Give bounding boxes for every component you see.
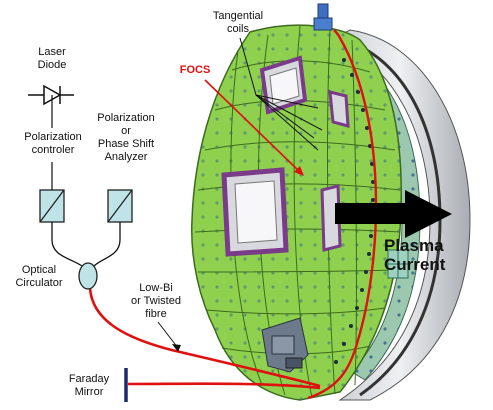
bottom-support [261,317,309,373]
optical-circulator-label-line-1: Optical [21,264,57,276]
top-support [313,3,333,31]
analyzer-box [107,189,133,223]
equatorial-port [221,167,289,257]
polarization-controller-label-line-1: Polarization [24,131,82,143]
plasma-current-label: Plasma Current [384,236,468,274]
tangential-coils-label-line-2: coils [226,23,249,35]
polarization-controller-label: Polarization controler [8,131,98,157]
laser-diode-symbol [28,84,74,128]
focs-label: FOCS [179,64,211,76]
side-port-right [320,184,342,252]
tangential-coil-row [334,58,375,364]
faraday-mirror-label: Faraday Mirror [60,373,118,399]
circulator-branch-left [51,222,83,267]
plasma-current-label-line-1: Plasma [384,236,444,255]
optical-circulator-label: Optical Circulator [6,264,72,290]
analyzer-label-line-4: Analyzer [104,151,148,163]
analyzer-label: Polarization or Phase Shift Analyzer [84,112,168,164]
analyzer-label-line-3: Phase Shift [97,138,155,150]
polarization-controller-label-line-2: controler [31,144,75,156]
focs-pointer-line [204,79,301,173]
vessel-back-rim [328,29,471,401]
circulator-branch-right [93,222,121,267]
focs-pointer-head [294,166,304,176]
fibre-label-line-2: or Twisted [131,295,181,307]
plasma-current-label-line-2: Current [384,255,446,274]
fibre-pointer-head [172,344,181,352]
low-bi-fibre [88,287,321,388]
analyzer-label-line-2: or [121,125,131,137]
fibre-label-line-3: fibre [145,308,167,320]
laser-diode-label: Laser Diode [24,46,80,72]
tangential-coils-label: Tangential coils [196,10,280,36]
analyzer-label-line-1: Polarization [97,112,155,124]
vessel-inner-bolts [345,55,420,380]
plasma-current-arrow [335,190,452,238]
vessel-side-cells [387,249,409,279]
fibre-label-line-1: Low-Bi [139,282,173,294]
polarization-controller-box [39,189,65,223]
tangential-coils-label-line-1: Tangential [212,10,264,22]
faraday-mirror-label-line-2: Mirror [74,386,104,398]
laser-diode-label-line-2: Diode [37,59,67,71]
fibre-label: Low-Bi or Twisted fibre [122,282,190,321]
faraday-mirror-label-line-1: Faraday [68,373,110,385]
leader-lines [157,37,323,349]
fibre-to-faraday-mirror [127,382,321,390]
laser-diode-label-line-1: Laser [38,46,66,58]
optical-circulator-symbol [78,262,98,290]
side-port-upper-right [328,90,350,128]
optical-circulator-label-line-2: Circulator [15,277,63,289]
